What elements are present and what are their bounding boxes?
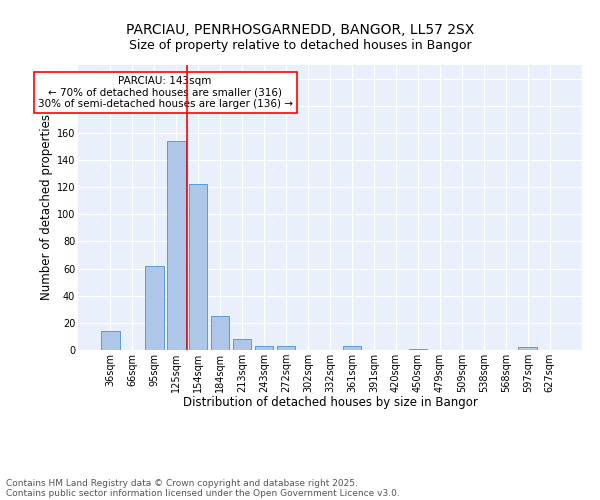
Bar [167,141,185,350]
X-axis label: Distribution of detached houses by size in Bangor: Distribution of detached houses by size … [182,396,478,409]
Bar [233,339,251,350]
Text: PARCIAU, PENRHOSGARNEDD, BANGOR, LL57 2SX: PARCIAU, PENRHOSGARNEDD, BANGOR, LL57 2S… [126,22,474,36]
Bar [343,346,361,350]
Bar [518,348,537,350]
Bar [189,184,208,350]
Bar [145,266,164,350]
Bar [409,348,427,350]
Text: Contains HM Land Registry data © Crown copyright and database right 2025.: Contains HM Land Registry data © Crown c… [6,478,358,488]
Y-axis label: Number of detached properties: Number of detached properties [40,114,53,300]
Text: Size of property relative to detached houses in Bangor: Size of property relative to detached ho… [128,39,472,52]
Bar [211,316,229,350]
Bar [277,346,295,350]
Bar [101,331,119,350]
Text: Contains public sector information licensed under the Open Government Licence v3: Contains public sector information licen… [6,488,400,498]
Bar [255,346,274,350]
Text: PARCIAU: 143sqm
← 70% of detached houses are smaller (316)
30% of semi-detached : PARCIAU: 143sqm ← 70% of detached houses… [38,76,293,109]
